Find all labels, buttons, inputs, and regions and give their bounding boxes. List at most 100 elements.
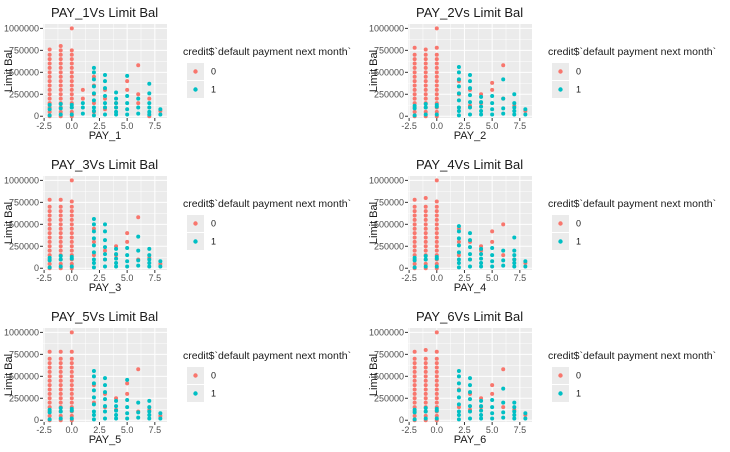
data-point-class-1 bbox=[523, 259, 528, 264]
data-point-class-1 bbox=[125, 411, 130, 416]
data-point-class-1 bbox=[490, 411, 495, 416]
data-point-class-1 bbox=[434, 264, 439, 269]
data-point-class-1 bbox=[434, 406, 439, 411]
data-point-class-1 bbox=[490, 264, 495, 269]
data-point-class-1 bbox=[103, 222, 107, 227]
plot-title: PAY_6Vs Limit Bal bbox=[416, 309, 523, 324]
data-point-class-0 bbox=[47, 396, 52, 401]
data-point-class-1 bbox=[91, 229, 96, 234]
data-point-class-1 bbox=[136, 415, 141, 420]
y-tick-label: 250000 bbox=[374, 241, 404, 251]
data-point-class-1 bbox=[58, 405, 63, 410]
y-tick-label: 750000 bbox=[374, 197, 404, 207]
data-point-class-1 bbox=[468, 404, 472, 409]
data-point-class-1 bbox=[91, 409, 96, 414]
data-point-class-0 bbox=[47, 52, 52, 57]
data-point-class-0 bbox=[47, 356, 52, 361]
legend-title: credit$`default payment next month` bbox=[548, 198, 716, 210]
data-point-class-0 bbox=[47, 79, 52, 84]
data-point-class-0 bbox=[412, 356, 417, 361]
plot-svg: PAY_4Vs Limit Bal -2.5 0.0 2.5 5.0 7.5 0 250000… bbox=[368, 157, 716, 294]
legend-label: 1 bbox=[576, 389, 581, 399]
data-point-class-1 bbox=[423, 257, 428, 262]
data-point-class-1 bbox=[456, 70, 461, 75]
data-point-class-1 bbox=[91, 395, 96, 400]
x-axis-label: PAY_1 bbox=[89, 130, 122, 142]
data-point-class-0 bbox=[412, 378, 417, 383]
data-point-class-0 bbox=[434, 61, 439, 66]
data-point-class-1 bbox=[58, 416, 63, 421]
data-point-class-0 bbox=[423, 79, 428, 84]
x-tick-label: 7.5 bbox=[149, 425, 162, 435]
data-point-class-0 bbox=[434, 204, 439, 209]
data-point-class-0 bbox=[423, 365, 428, 370]
plot-title: PAY_4Vs Limit Bal bbox=[416, 157, 523, 172]
y-tick-label: 250000 bbox=[9, 241, 39, 251]
legend-label: 0 bbox=[211, 219, 216, 229]
data-point-class-0 bbox=[423, 378, 428, 383]
plot-svg: PAY_3Vs Limit Bal -2.5 0.0 2.5 5.0 7.5 0 250000… bbox=[3, 157, 351, 294]
data-point-class-0 bbox=[412, 87, 417, 92]
data-point-class-0 bbox=[69, 231, 74, 236]
data-point-class-0 bbox=[58, 231, 63, 236]
data-point-class-0 bbox=[69, 349, 74, 354]
x-tick-label: 7.5 bbox=[514, 273, 527, 283]
legend-title: credit$`default payment next month` bbox=[548, 350, 716, 362]
data-point-class-1 bbox=[136, 263, 141, 268]
data-point-class-1 bbox=[479, 398, 484, 403]
x-tick-label: 7.5 bbox=[514, 121, 527, 131]
data-point-class-1 bbox=[490, 94, 495, 99]
data-point-class-1 bbox=[158, 259, 163, 264]
data-point-class-0 bbox=[412, 374, 417, 379]
data-point-class-1 bbox=[490, 416, 495, 421]
data-point-class-1 bbox=[501, 415, 506, 420]
data-point-class-1 bbox=[501, 96, 506, 101]
legend-label: 1 bbox=[576, 85, 581, 95]
data-point-class-0 bbox=[434, 391, 439, 396]
data-point-class-1 bbox=[501, 111, 506, 116]
x-axis-label: PAY_3 bbox=[89, 282, 122, 294]
data-point-class-0 bbox=[58, 391, 63, 396]
legend-key-point bbox=[558, 373, 563, 378]
data-point-class-1 bbox=[80, 105, 85, 110]
data-point-class-0 bbox=[91, 239, 96, 244]
data-point-class-0 bbox=[58, 96, 63, 101]
data-point-class-0 bbox=[412, 70, 417, 75]
data-point-class-1 bbox=[456, 381, 461, 386]
data-point-class-1 bbox=[456, 388, 461, 393]
data-point-class-0 bbox=[434, 374, 439, 379]
data-point-class-1 bbox=[147, 246, 152, 251]
scatter-plot-2: PAY_2Vs Limit Bal -2.5 0.0 2.5 5.0 7.5 0 250000… bbox=[365, 0, 730, 148]
data-point-class-1 bbox=[479, 416, 484, 421]
data-point-class-1 bbox=[423, 409, 428, 414]
data-point-class-1 bbox=[501, 77, 506, 82]
legend-label: 1 bbox=[211, 85, 216, 95]
data-point-class-1 bbox=[103, 257, 107, 262]
data-point-class-1 bbox=[479, 260, 484, 265]
data-point-class-0 bbox=[412, 222, 417, 227]
data-point-class-0 bbox=[412, 239, 417, 244]
data-point-class-1 bbox=[412, 103, 417, 108]
data-point-class-1 bbox=[523, 416, 528, 421]
data-point-class-0 bbox=[434, 239, 439, 244]
data-point-class-0 bbox=[412, 383, 417, 388]
data-point-class-1 bbox=[412, 417, 417, 422]
data-point-class-1 bbox=[91, 70, 96, 75]
data-point-class-1 bbox=[479, 112, 484, 117]
data-point-class-1 bbox=[147, 409, 152, 414]
data-point-class-1 bbox=[136, 96, 141, 101]
data-point-class-0 bbox=[58, 213, 63, 218]
data-point-class-0 bbox=[47, 74, 52, 79]
data-point-class-1 bbox=[147, 260, 152, 265]
data-point-class-0 bbox=[412, 96, 417, 101]
data-point-class-1 bbox=[103, 229, 107, 234]
data-point-class-0 bbox=[125, 239, 130, 244]
data-point-class-1 bbox=[136, 248, 141, 253]
data-point-class-0 bbox=[69, 217, 74, 222]
data-point-class-0 bbox=[412, 83, 417, 88]
y-axis-label: Limit Bal bbox=[368, 50, 380, 92]
data-point-class-0 bbox=[58, 396, 63, 401]
data-point-class-1 bbox=[125, 112, 130, 117]
data-point-class-1 bbox=[490, 405, 495, 410]
